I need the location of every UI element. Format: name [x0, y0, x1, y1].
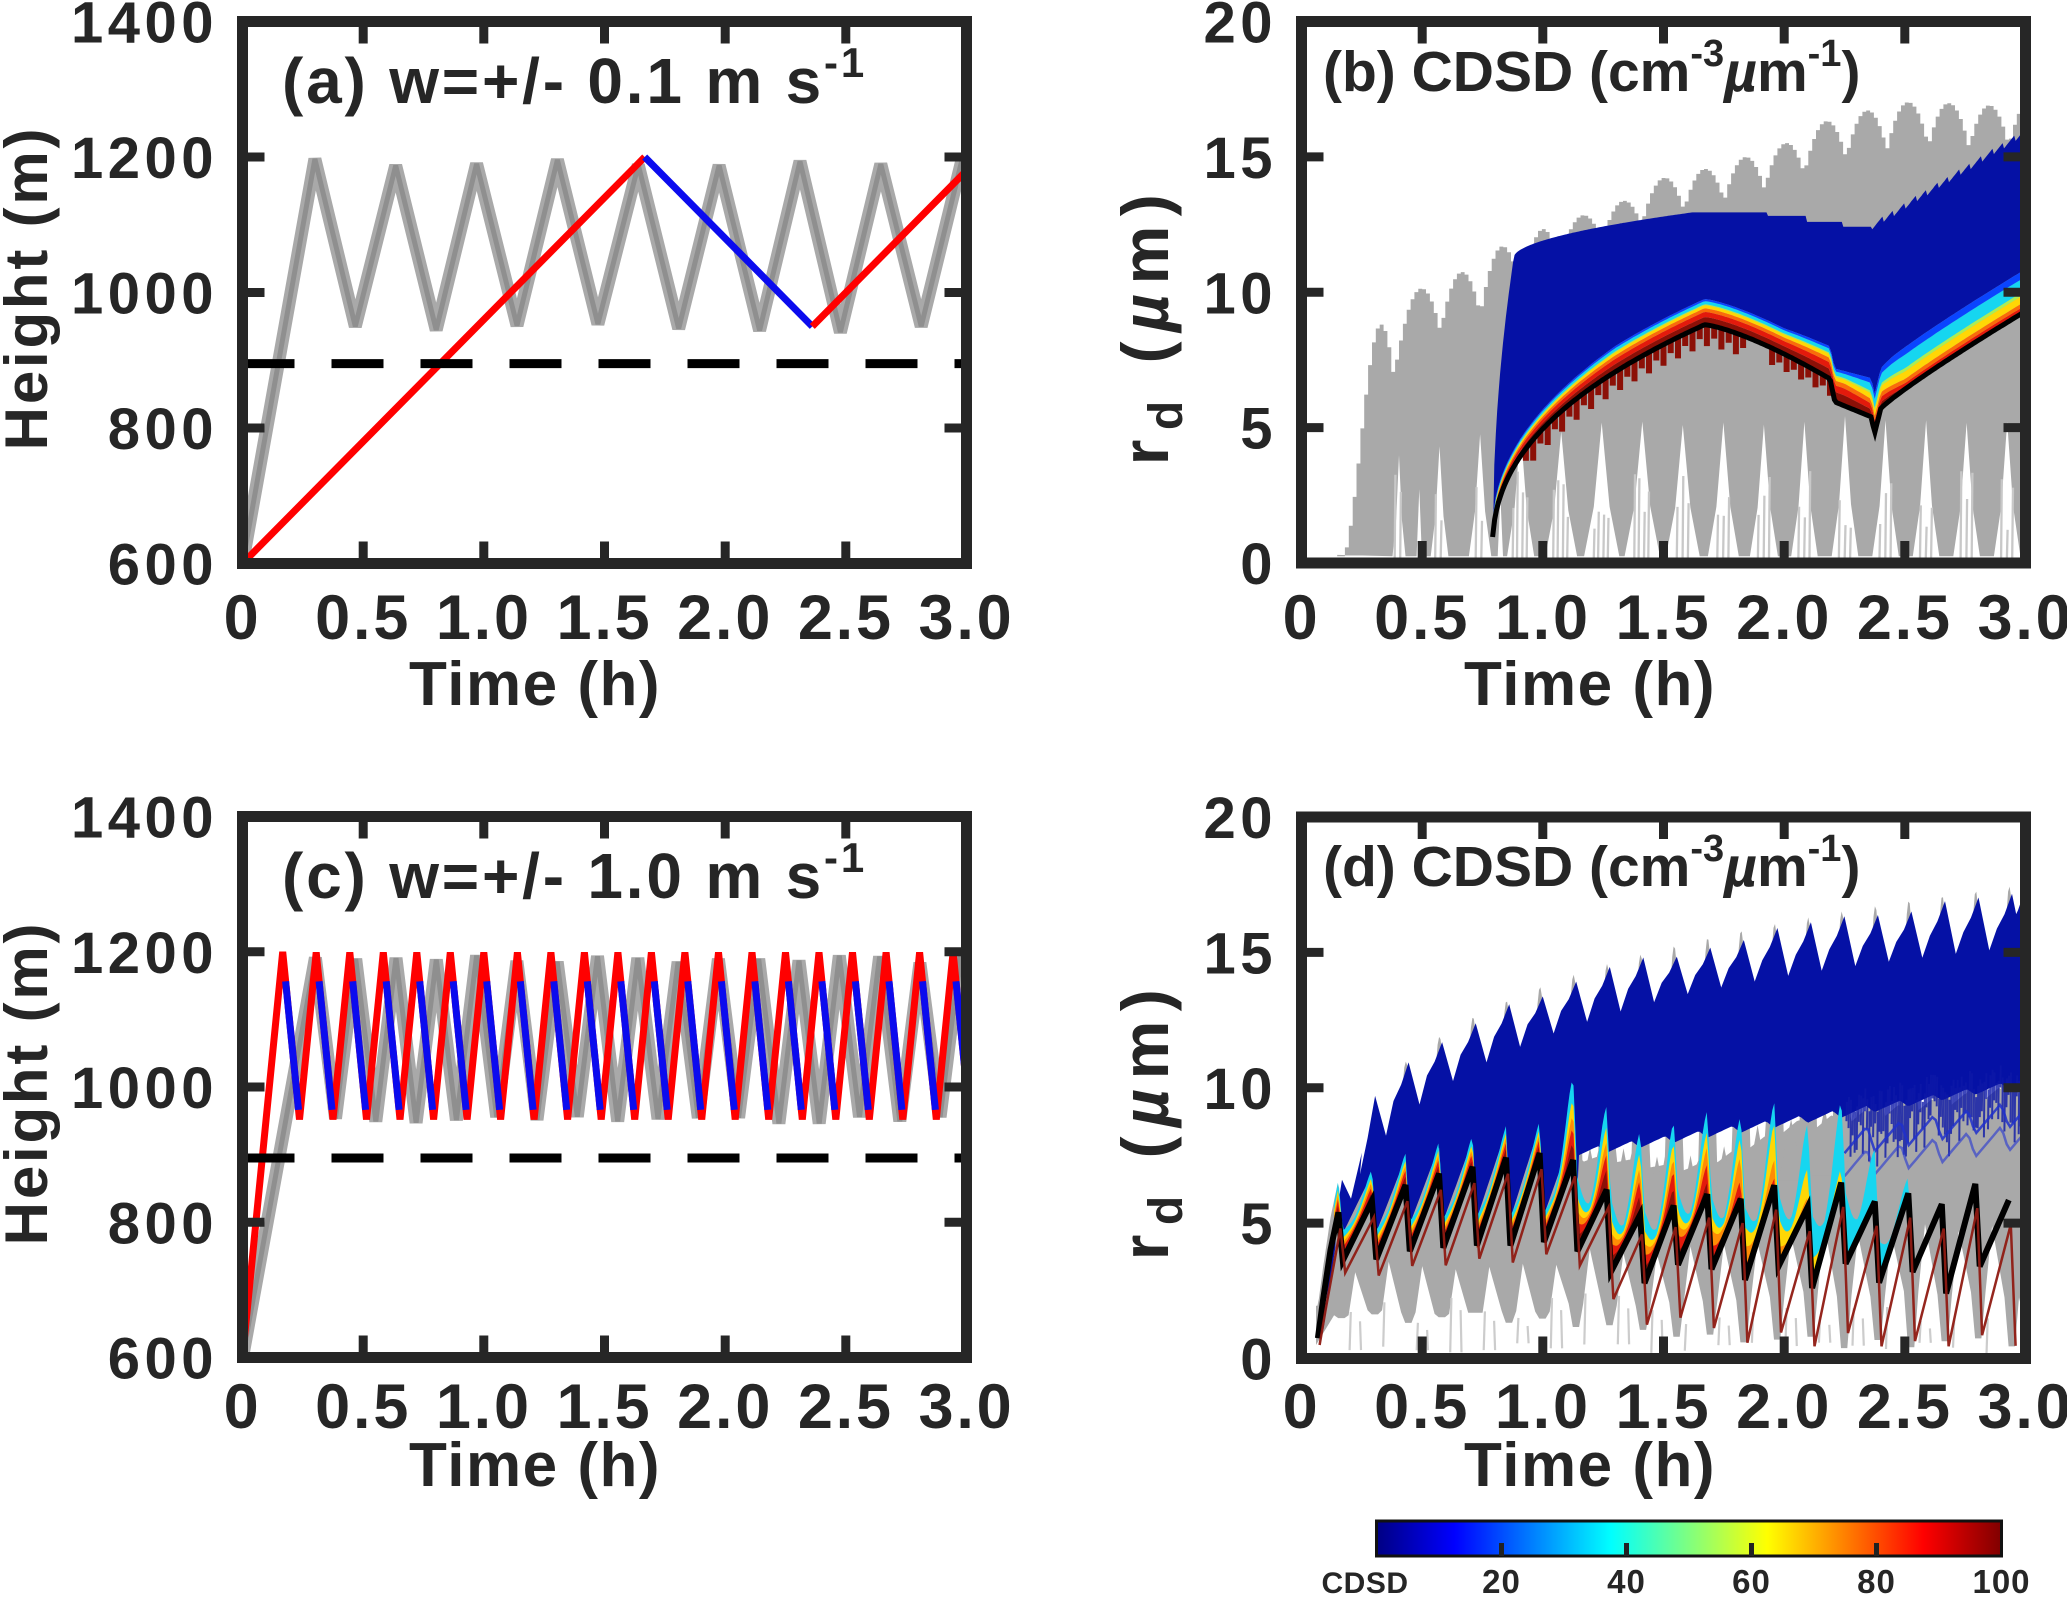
svg-text:1000: 1000 [71, 262, 218, 327]
svg-text:5: 5 [1240, 1192, 1277, 1257]
svg-text:rd (µm): rd (µm) [1108, 185, 1193, 466]
svg-text:Time (h): Time (h) [409, 1431, 661, 1500]
svg-text:2.0: 2.0 [1736, 583, 1832, 653]
svg-text:800: 800 [108, 397, 218, 462]
svg-text:0.5: 0.5 [1374, 583, 1470, 653]
svg-text:1.0: 1.0 [1495, 583, 1591, 653]
svg-text:2.0: 2.0 [677, 583, 773, 653]
svg-text:5: 5 [1240, 397, 1277, 462]
svg-text:2.5: 2.5 [1857, 583, 1953, 653]
svg-text:0.5: 0.5 [315, 1372, 411, 1442]
svg-text:CDSD: CDSD [1321, 1567, 1408, 1598]
svg-text:15: 15 [1203, 126, 1277, 191]
svg-text:1.5: 1.5 [1616, 1372, 1712, 1442]
svg-text:800: 800 [108, 1191, 218, 1256]
svg-text:10: 10 [1203, 261, 1277, 326]
svg-text:1.0: 1.0 [1495, 1372, 1591, 1442]
svg-text:1000: 1000 [71, 1056, 218, 1121]
svg-text:10: 10 [1203, 1057, 1277, 1122]
svg-text:20: 20 [1203, 786, 1277, 851]
svg-text:Time (h): Time (h) [409, 650, 661, 719]
svg-text:1.5: 1.5 [557, 583, 653, 653]
svg-text:3.0: 3.0 [919, 1372, 1015, 1442]
svg-text:2.5: 2.5 [1857, 1372, 1953, 1442]
svg-text:3.0: 3.0 [1978, 1372, 2067, 1442]
svg-text:2.0: 2.0 [1736, 1372, 1832, 1442]
svg-text:1.5: 1.5 [1616, 583, 1712, 653]
svg-text:1.5: 1.5 [557, 1372, 653, 1442]
svg-text:0: 0 [1240, 532, 1277, 597]
svg-text:Height (m): Height (m) [0, 921, 60, 1246]
svg-text:0: 0 [1240, 1328, 1277, 1393]
svg-text:20: 20 [1203, 0, 1277, 56]
svg-text:1200: 1200 [71, 126, 218, 191]
svg-text:600: 600 [108, 533, 218, 598]
svg-text:3.0: 3.0 [919, 583, 1015, 653]
svg-text:rd (µm): rd (µm) [1108, 980, 1193, 1261]
svg-text:0.5: 0.5 [315, 583, 411, 653]
svg-text:Time (h): Time (h) [1464, 650, 1716, 719]
svg-text:(c) w=+/- 1.0 m s-1: (c) w=+/- 1.0 m s-1 [282, 834, 867, 912]
svg-text:Height (m): Height (m) [0, 126, 60, 451]
svg-text:(a) w=+/- 0.1 m s-1: (a) w=+/- 0.1 m s-1 [282, 39, 867, 117]
svg-text:3.0: 3.0 [1978, 583, 2067, 653]
svg-text:1400: 1400 [71, 786, 218, 851]
svg-text:Time (h): Time (h) [1464, 1431, 1716, 1500]
svg-text:1400: 1400 [71, 0, 218, 56]
svg-text:15: 15 [1203, 921, 1277, 986]
svg-text:(b) CDSD (cm-3µm-1): (b) CDSD (cm-3µm-1) [1323, 33, 1860, 104]
svg-text:2.5: 2.5 [798, 583, 894, 653]
svg-text:1.0: 1.0 [436, 583, 532, 653]
svg-text:600: 600 [108, 1327, 218, 1392]
svg-text:(d) CDSD (cm-3µm-1): (d) CDSD (cm-3µm-1) [1323, 828, 1860, 899]
svg-text:20: 20 [1482, 1563, 1521, 1598]
svg-text:0.5: 0.5 [1374, 1372, 1470, 1442]
svg-text:0: 0 [1283, 1372, 1321, 1442]
svg-text:100: 100 [1972, 1563, 2030, 1598]
svg-text:2.5: 2.5 [798, 1372, 894, 1442]
svg-text:0: 0 [1283, 583, 1321, 653]
svg-text:1200: 1200 [71, 921, 218, 986]
svg-text:80: 80 [1857, 1563, 1896, 1598]
svg-text:60: 60 [1732, 1563, 1771, 1598]
svg-text:2.0: 2.0 [677, 1372, 773, 1442]
svg-text:40: 40 [1607, 1563, 1646, 1598]
svg-text:0: 0 [224, 583, 262, 653]
svg-text:1.0: 1.0 [436, 1372, 532, 1442]
svg-text:0: 0 [224, 1372, 262, 1442]
